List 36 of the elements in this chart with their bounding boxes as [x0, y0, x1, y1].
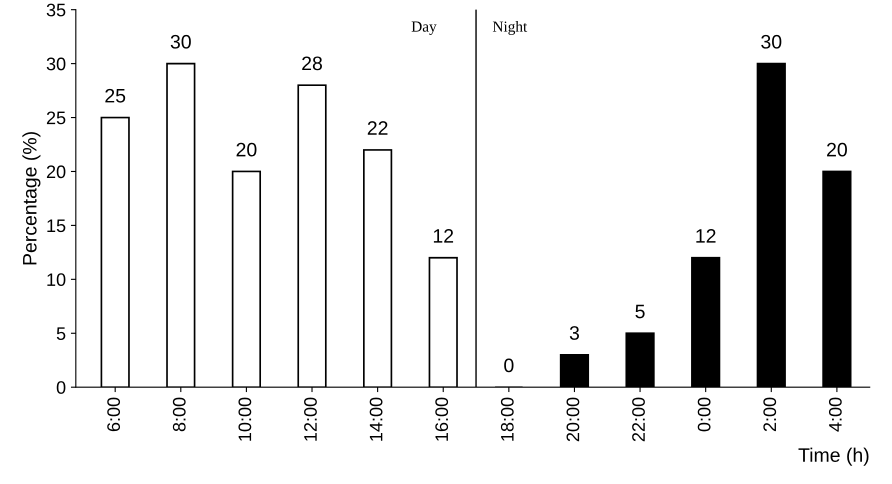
data-label: 12 — [434, 229, 454, 243]
x-tick-label: 0:00 — [698, 398, 711, 432]
x-tick-label: 8:00 — [172, 398, 186, 432]
data-label: 20 — [827, 142, 847, 157]
y-tick-label: 25 — [46, 111, 66, 124]
x-tick-label: 4:00 — [828, 398, 842, 432]
data-label: 12 — [696, 229, 716, 243]
x-tick-label: 18:00 — [500, 398, 514, 441]
y-tick-label: 35 — [46, 4, 66, 16]
x-tick-label: 22:00 — [632, 398, 645, 442]
x-tick-label: 14:00 — [370, 398, 382, 441]
data-label: 28 — [302, 56, 322, 70]
y-tick-label: 0 — [56, 381, 66, 394]
x-tick-label: 16:00 — [435, 398, 448, 441]
y-tick-label: 5 — [56, 327, 66, 340]
y-axis-title: Percentage (%) — [22, 132, 40, 264]
y-tick-label: 20 — [46, 165, 66, 178]
y-tick-label: 15 — [47, 220, 66, 232]
data-label: 3 — [570, 326, 580, 340]
annotation: Night — [492, 21, 528, 35]
x-tick-label: 2:00 — [763, 398, 776, 432]
data-label: 30 — [170, 34, 191, 49]
data-label: 30 — [761, 34, 782, 49]
x-tick-label: 20:00 — [566, 398, 580, 442]
data-label: 5 — [635, 304, 645, 318]
x-tick-label: 10:00 — [238, 398, 252, 441]
x-tick-label: 12:00 — [304, 398, 317, 441]
x-tick-label: 6:00 — [107, 398, 120, 432]
y-tick-label: 10 — [47, 273, 66, 286]
data-label: 20 — [236, 142, 256, 157]
y-tick-label: 30 — [46, 58, 66, 70]
annotation: Day — [412, 22, 437, 35]
data-label: 25 — [105, 88, 126, 103]
x-axis-title: Time (h) — [798, 448, 868, 466]
data-label: 22 — [368, 121, 388, 135]
data-label: 0 — [504, 358, 514, 372]
